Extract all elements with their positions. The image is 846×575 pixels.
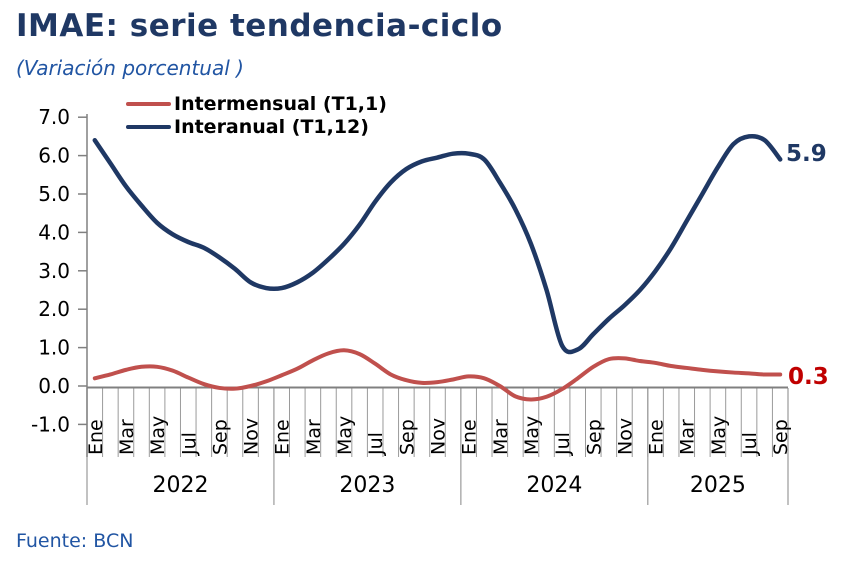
- month-label: Jul: [552, 432, 574, 456]
- month-label: May: [708, 416, 730, 455]
- month-label: Ene: [85, 419, 107, 455]
- interanual-line-swatch: [126, 125, 171, 129]
- legend-label-intermensual: Intermensual (T1,1): [174, 93, 387, 115]
- year-label-2023: 2023: [339, 473, 395, 498]
- legend-label-interanual: Interanual (T1,12): [174, 116, 369, 138]
- y-tick-label: -1.0: [31, 412, 70, 436]
- month-label: Nov: [428, 418, 450, 455]
- series-line-intermensual: [92, 348, 783, 402]
- legend-item-interanual: Interanual (T1,12): [126, 116, 387, 138]
- month-label: May: [147, 416, 169, 455]
- chart-canvas: 7.0 6.0 5.0 4.0 3.0 2.0 1.0 0.0 -1.0 Ene Mar May Jul…: [31, 105, 792, 505]
- y-tick-label: 7.0: [38, 105, 70, 129]
- month-label: Sep: [396, 419, 418, 455]
- y-tick-label: 2.0: [38, 297, 70, 321]
- month-label: Nov: [241, 418, 263, 455]
- month-label: Jul: [365, 432, 387, 456]
- month-label: Mar: [677, 419, 699, 455]
- month-label: Jul: [178, 432, 200, 456]
- month-label: Sep: [209, 419, 231, 455]
- chart-legend: Intermensual (T1,1) Interanual (T1,12): [126, 93, 387, 138]
- month-label: Sep: [770, 419, 792, 455]
- interanual-end-value: 5.9: [786, 141, 827, 167]
- month-label: Mar: [116, 419, 138, 455]
- intermensual-end-value: 0.3: [788, 364, 829, 390]
- y-tick-label: 0.0: [38, 374, 70, 398]
- month-label: Mar: [303, 419, 325, 455]
- y-tick-label: 6.0: [38, 144, 70, 168]
- series-line-interanual: [92, 133, 783, 355]
- month-label: Ene: [272, 419, 294, 455]
- month-label: Jul: [739, 432, 761, 456]
- y-tick-label: 1.0: [38, 336, 70, 360]
- year-label-2022: 2022: [152, 473, 208, 498]
- page-title: IMAE: serie tendencia-ciclo: [16, 8, 503, 44]
- year-label-2025: 2025: [690, 473, 746, 498]
- page-subtitle: (Variación porcentual ): [16, 56, 244, 80]
- source-note: Fuente: BCN: [16, 530, 134, 552]
- y-tick-label: 3.0: [38, 259, 70, 283]
- month-label: Ene: [646, 419, 668, 455]
- month-label: Mar: [490, 419, 512, 455]
- month-label: Sep: [583, 419, 605, 455]
- month-label: Ene: [459, 419, 481, 455]
- month-label: May: [521, 416, 543, 455]
- year-label-2024: 2024: [526, 473, 582, 498]
- intermensual-line-swatch: [126, 102, 171, 106]
- month-label: Nov: [614, 418, 636, 455]
- y-tick-label: 5.0: [38, 182, 70, 206]
- legend-item-intermensual: Intermensual (T1,1): [126, 93, 387, 115]
- y-tick-label: 4.0: [38, 220, 70, 244]
- month-label: May: [334, 416, 356, 455]
